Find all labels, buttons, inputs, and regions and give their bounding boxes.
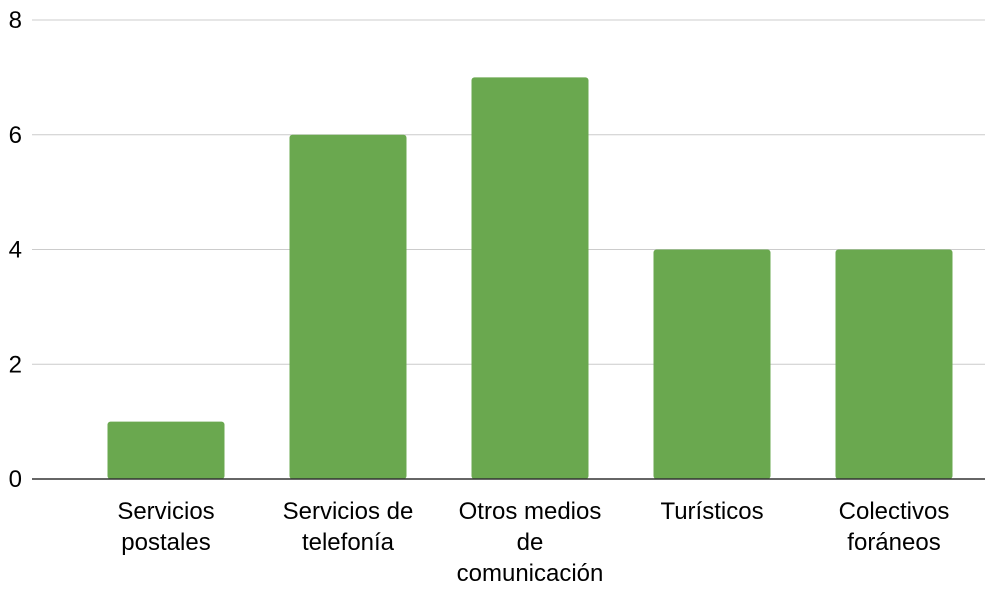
y-axis-tick-labels: 0 2 4 6 8: [9, 7, 22, 493]
y-tick-label: 8: [9, 7, 22, 34]
x-category-label: Servicios postales: [117, 498, 214, 556]
x-category-label: Colectivos foráneos: [839, 498, 950, 556]
x-category-label-line: Otros medios: [459, 498, 602, 525]
x-category-label-line: telefonía: [302, 529, 395, 556]
x-category-label-line: foráneos: [847, 529, 940, 556]
bar: [471, 77, 589, 479]
y-tick-label: 0: [9, 466, 22, 493]
y-tick-label: 4: [9, 237, 22, 264]
x-category-label-line: postales: [121, 529, 210, 556]
x-category-label-line: Servicios de: [283, 498, 414, 525]
x-axis-category-labels: Servicios postales Servicios de telefonía Ot…: [117, 498, 949, 587]
x-category-label: Turísticos: [660, 498, 763, 525]
bar: [653, 249, 771, 479]
x-category-label-line: Servicios: [117, 498, 214, 525]
x-category-label-line: comunicación: [457, 560, 604, 587]
x-category-label: Otros medios de comunicación: [457, 498, 604, 587]
x-category-label-line: de: [517, 529, 544, 556]
x-category-label: Servicios de telefonía: [283, 498, 414, 556]
x-category-label-line: Colectivos: [839, 498, 950, 525]
y-tick-label: 2: [9, 351, 22, 378]
x-category-label-line: Turísticos: [660, 498, 763, 525]
bar: [107, 421, 225, 479]
bars: [107, 77, 953, 479]
bar: [289, 134, 407, 479]
bar: [835, 249, 953, 479]
y-tick-label: 6: [9, 122, 22, 149]
